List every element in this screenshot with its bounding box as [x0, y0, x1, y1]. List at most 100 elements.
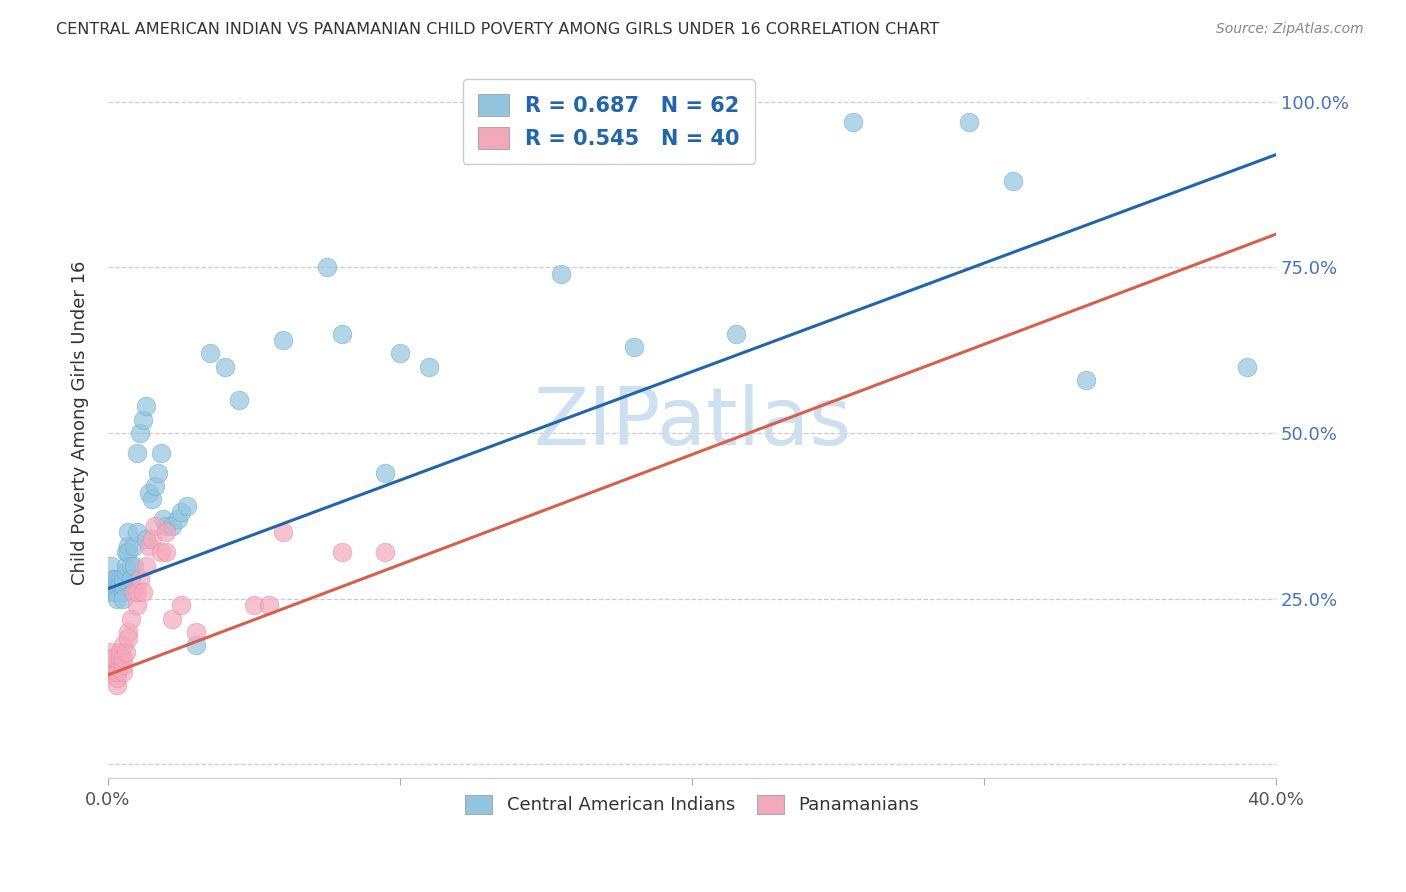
Point — [141, 532, 163, 546]
Point — [105, 591, 128, 606]
Point — [117, 539, 139, 553]
Point — [330, 545, 353, 559]
Point — [100, 645, 122, 659]
Point — [111, 665, 134, 679]
Point — [623, 340, 645, 354]
Text: CENTRAL AMERICAN INDIAN VS PANAMANIAN CHILD POVERTY AMONG GIRLS UNDER 16 CORRELA: CENTRAL AMERICAN INDIAN VS PANAMANIAN CH… — [56, 22, 939, 37]
Point — [105, 671, 128, 685]
Point — [132, 585, 155, 599]
Point — [103, 572, 125, 586]
Point — [117, 545, 139, 559]
Point — [149, 446, 172, 460]
Point — [170, 599, 193, 613]
Point — [160, 611, 183, 625]
Point — [117, 624, 139, 639]
Point — [111, 572, 134, 586]
Point — [374, 466, 396, 480]
Point — [257, 599, 280, 613]
Point — [198, 346, 221, 360]
Point — [129, 425, 152, 440]
Point — [1076, 373, 1098, 387]
Point — [418, 359, 440, 374]
Point — [724, 326, 747, 341]
Point — [111, 585, 134, 599]
Point — [100, 651, 122, 665]
Point — [111, 651, 134, 665]
Point — [111, 657, 134, 672]
Point — [152, 512, 174, 526]
Point — [114, 565, 136, 579]
Point — [111, 578, 134, 592]
Point — [176, 499, 198, 513]
Point — [374, 545, 396, 559]
Point — [388, 346, 411, 360]
Point — [103, 585, 125, 599]
Point — [160, 518, 183, 533]
Point — [135, 400, 157, 414]
Point — [120, 611, 142, 625]
Point — [105, 665, 128, 679]
Point — [127, 599, 149, 613]
Point — [155, 525, 177, 540]
Point — [105, 572, 128, 586]
Point — [103, 657, 125, 672]
Point — [120, 558, 142, 573]
Point — [111, 638, 134, 652]
Point — [143, 479, 166, 493]
Point — [550, 267, 572, 281]
Point — [170, 506, 193, 520]
Point — [271, 525, 294, 540]
Point — [957, 114, 980, 128]
Point — [127, 585, 149, 599]
Point — [103, 651, 125, 665]
Point — [841, 114, 863, 128]
Point — [122, 585, 145, 599]
Point — [100, 578, 122, 592]
Point — [167, 512, 190, 526]
Point — [100, 585, 122, 599]
Text: ZIPatlas: ZIPatlas — [533, 384, 851, 462]
Point — [138, 539, 160, 553]
Point — [243, 599, 266, 613]
Point — [146, 466, 169, 480]
Y-axis label: Child Poverty Among Girls Under 16: Child Poverty Among Girls Under 16 — [72, 260, 89, 585]
Point — [214, 359, 236, 374]
Point — [122, 539, 145, 553]
Point — [135, 558, 157, 573]
Point — [271, 333, 294, 347]
Point — [1236, 359, 1258, 374]
Point — [228, 392, 250, 407]
Point — [316, 260, 339, 275]
Point — [114, 558, 136, 573]
Point — [132, 413, 155, 427]
Point — [143, 518, 166, 533]
Point — [105, 678, 128, 692]
Legend: Central American Indians, Panamanians: Central American Indians, Panamanians — [454, 784, 929, 825]
Point — [138, 485, 160, 500]
Point — [129, 572, 152, 586]
Point — [155, 545, 177, 559]
Point — [114, 545, 136, 559]
Point — [155, 518, 177, 533]
Text: Source: ZipAtlas.com: Source: ZipAtlas.com — [1216, 22, 1364, 37]
Point — [100, 558, 122, 573]
Point — [184, 624, 207, 639]
Point — [122, 558, 145, 573]
Point — [108, 572, 131, 586]
Point — [1002, 174, 1025, 188]
Point — [108, 578, 131, 592]
Point — [111, 591, 134, 606]
Point — [100, 665, 122, 679]
Point — [127, 525, 149, 540]
Point — [117, 632, 139, 646]
Point — [105, 578, 128, 592]
Point — [117, 525, 139, 540]
Point — [184, 638, 207, 652]
Point — [141, 492, 163, 507]
Point — [108, 657, 131, 672]
Point — [108, 645, 131, 659]
Point — [103, 578, 125, 592]
Point — [114, 645, 136, 659]
Point — [127, 446, 149, 460]
Point — [330, 326, 353, 341]
